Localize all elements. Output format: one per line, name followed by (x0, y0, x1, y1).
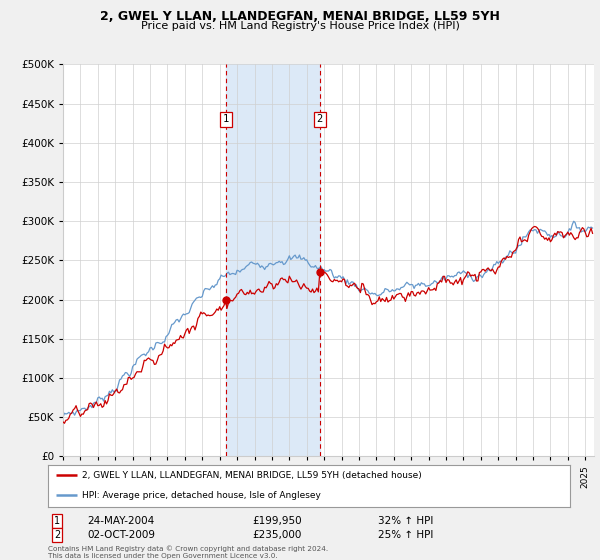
Text: £199,950: £199,950 (252, 516, 302, 526)
Text: 25% ↑ HPI: 25% ↑ HPI (378, 530, 433, 540)
Text: Contains HM Land Registry data © Crown copyright and database right 2024.
This d: Contains HM Land Registry data © Crown c… (48, 546, 328, 559)
Text: HPI: Average price, detached house, Isle of Anglesey: HPI: Average price, detached house, Isle… (82, 491, 321, 500)
Text: 1: 1 (54, 516, 60, 526)
Text: 2, GWEL Y LLAN, LLANDEGFAN, MENAI BRIDGE, LL59 5YH (detached house): 2, GWEL Y LLAN, LLANDEGFAN, MENAI BRIDGE… (82, 471, 422, 480)
Text: 24-MAY-2004: 24-MAY-2004 (87, 516, 154, 526)
Text: 1: 1 (223, 114, 229, 124)
Text: £235,000: £235,000 (252, 530, 301, 540)
Text: 2, GWEL Y LLAN, LLANDEGFAN, MENAI BRIDGE, LL59 5YH: 2, GWEL Y LLAN, LLANDEGFAN, MENAI BRIDGE… (100, 10, 500, 23)
Bar (226, 64, 320, 456)
Text: Price paid vs. HM Land Registry's House Price Index (HPI): Price paid vs. HM Land Registry's House … (140, 21, 460, 31)
Text: 32% ↑ HPI: 32% ↑ HPI (378, 516, 433, 526)
Text: 02-OCT-2009: 02-OCT-2009 (87, 530, 155, 540)
Text: 2: 2 (317, 114, 323, 124)
Text: 2: 2 (54, 530, 60, 540)
